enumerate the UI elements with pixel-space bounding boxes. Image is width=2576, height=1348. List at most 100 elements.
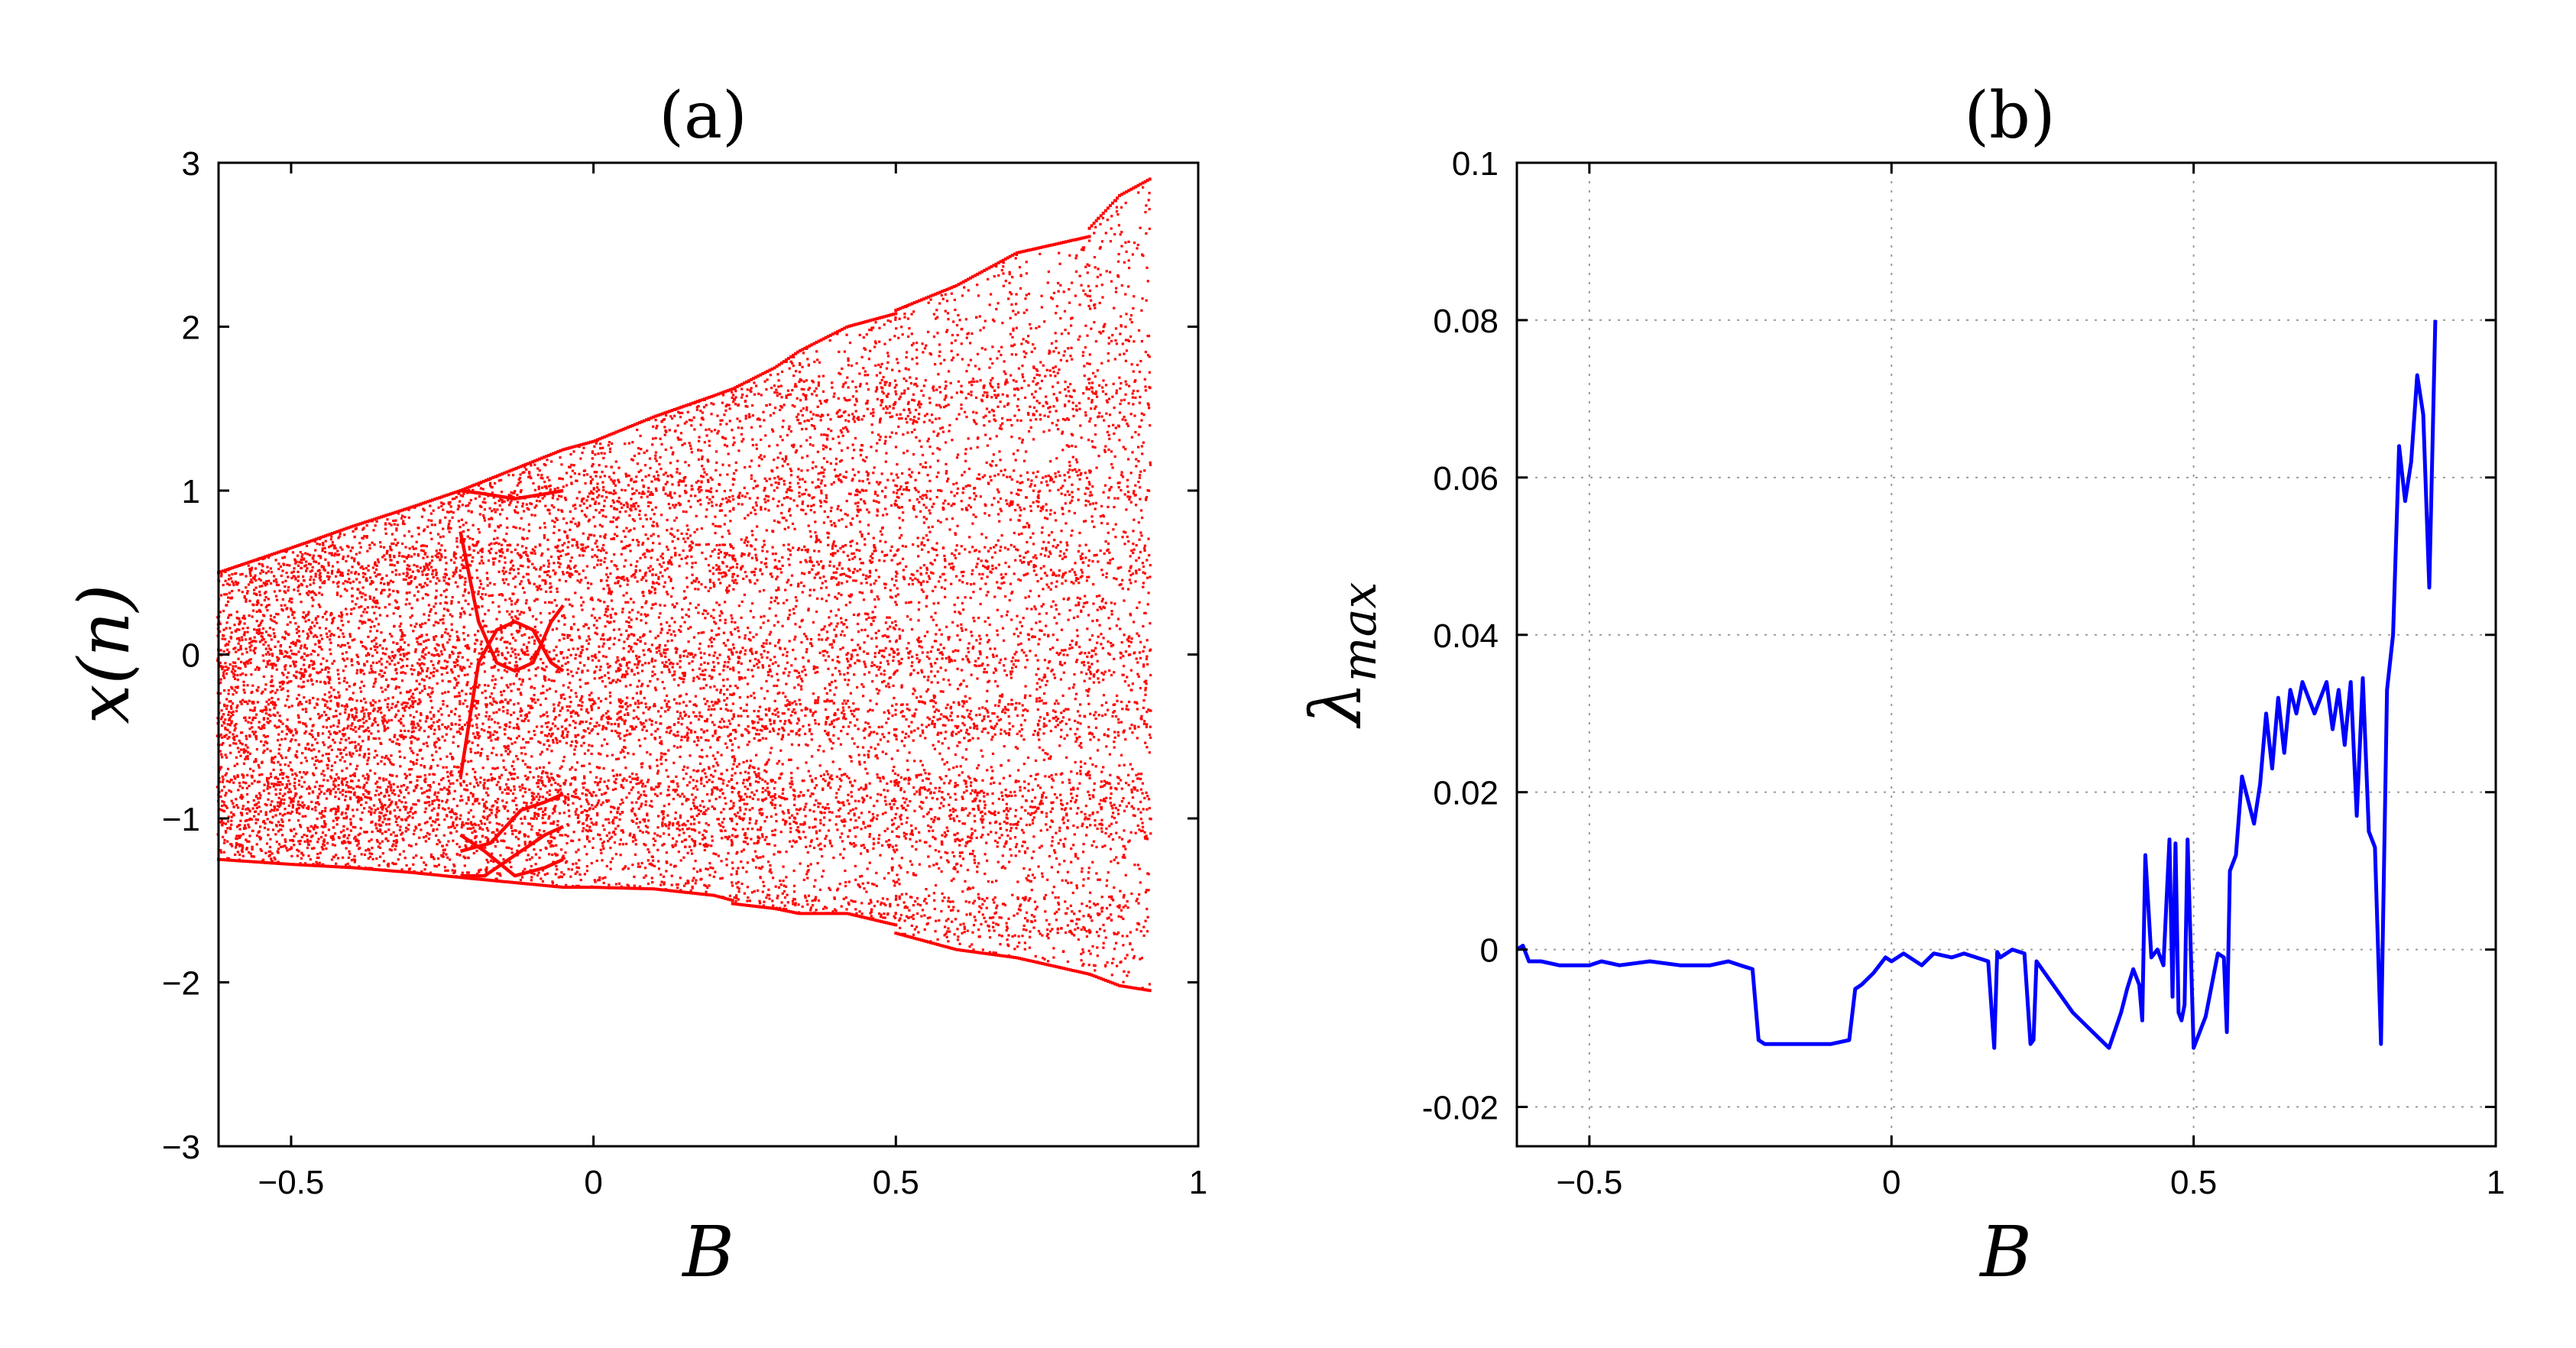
- bifurcation-point: [423, 779, 426, 782]
- bifurcation-point: [319, 663, 322, 666]
- bifurcation-point: [427, 604, 430, 607]
- bifurcation-point: [408, 698, 411, 701]
- bifurcation-point: [320, 835, 323, 839]
- bifurcation-point: [319, 633, 322, 637]
- bifurcation-point: [411, 705, 414, 708]
- bifurcation-point: [345, 703, 348, 706]
- bifurcation-point: [257, 797, 260, 800]
- bifurcation-point: [300, 785, 303, 789]
- bifurcation-point: [369, 702, 372, 705]
- bifurcation-point: [508, 661, 511, 664]
- bifurcation-point: [521, 471, 524, 475]
- bifurcation-point: [378, 786, 381, 789]
- bifurcation-point: [412, 701, 415, 704]
- bifurcation-point: [254, 760, 258, 763]
- bifurcation-point: [539, 753, 542, 756]
- bifurcation-point: [323, 698, 326, 702]
- bifurcation-point: [219, 570, 222, 574]
- bifurcation-point: [391, 844, 394, 847]
- bifurcation-point: [291, 773, 294, 776]
- bifurcation-point: [426, 872, 429, 876]
- bifurcation-point: [264, 572, 267, 575]
- bifurcation-point: [449, 501, 452, 504]
- bifurcation-point: [287, 812, 290, 815]
- bifurcation-point: [436, 828, 439, 831]
- bifurcation-point: [423, 730, 426, 733]
- bifurcation-point: [311, 790, 314, 793]
- bifurcation-point: [344, 708, 347, 711]
- bifurcation-point: [263, 783, 266, 786]
- bifurcation-point: [475, 707, 478, 710]
- bifurcation-point: [227, 689, 230, 692]
- bifurcation-point: [385, 678, 388, 682]
- bifurcation-point: [384, 532, 387, 535]
- bifurcation-point: [405, 864, 408, 867]
- bifurcation-point: [277, 780, 280, 784]
- bifurcation-point: [439, 536, 442, 539]
- bifurcation-point: [361, 645, 365, 648]
- bifurcation-point: [481, 798, 484, 801]
- bifurcation-point: [507, 498, 510, 502]
- bifurcation-point: [408, 591, 411, 595]
- bifurcation-point: [352, 607, 355, 610]
- bifurcation-point: [496, 536, 499, 540]
- bifurcation-point: [215, 734, 219, 737]
- bifurcation-point: [277, 821, 280, 824]
- bifurcation-point: [365, 577, 368, 580]
- bifurcation-point: [468, 501, 471, 504]
- bifurcation-point: [367, 776, 370, 779]
- bifurcation-point: [232, 710, 235, 713]
- bifurcation-point: [296, 863, 300, 867]
- bifurcation-point: [267, 598, 270, 601]
- bifurcation-point: [358, 551, 361, 554]
- bifurcation-point: [508, 750, 512, 753]
- bifurcation-point: [360, 796, 363, 799]
- bifurcation-point: [484, 878, 488, 882]
- bifurcation-point: [397, 815, 400, 818]
- bifurcation-point: [468, 546, 471, 549]
- bifurcation-point: [374, 721, 377, 724]
- bifurcation-point: [337, 783, 340, 787]
- bifurcation-point: [477, 686, 480, 689]
- bifurcation-point: [519, 554, 522, 557]
- bifurcation-point: [514, 660, 518, 663]
- bifurcation-point: [394, 834, 397, 838]
- bifurcation-point: [446, 799, 449, 802]
- bifurcation-point: [354, 747, 357, 750]
- bifurcation-point: [402, 648, 405, 651]
- bifurcation-point: [219, 780, 222, 783]
- bifurcation-point: [360, 818, 363, 821]
- bifurcation-point: [252, 650, 255, 653]
- bifurcation-point: [390, 754, 393, 757]
- bifurcation-point: [512, 880, 516, 884]
- bifurcation-point: [471, 795, 475, 798]
- bifurcation-point: [461, 607, 464, 610]
- bifurcation-point: [363, 520, 367, 524]
- bifurcation-point: [452, 571, 455, 574]
- bifurcation-point: [306, 613, 309, 616]
- bifurcation-point: [383, 763, 386, 766]
- bifurcation-point: [320, 816, 323, 819]
- bifurcation-point: [292, 570, 295, 573]
- bifurcation-point: [331, 543, 335, 546]
- bifurcation-point: [429, 765, 433, 768]
- bifurcation-point: [481, 834, 484, 838]
- bifurcation-point: [290, 846, 293, 849]
- bifurcation-point: [368, 717, 371, 720]
- bifurcation-point: [399, 615, 402, 618]
- bifurcation-point: [231, 844, 234, 847]
- bifurcation-point: [378, 846, 382, 849]
- bifurcation-point: [480, 505, 483, 508]
- bifurcation-point: [266, 779, 269, 783]
- bifurcation-point: [454, 491, 458, 494]
- bifurcation-point: [387, 818, 391, 821]
- bifurcation-point: [309, 591, 312, 594]
- bifurcation-point: [354, 744, 358, 747]
- bifurcation-point: [399, 825, 402, 828]
- bifurcation-point: [245, 719, 248, 722]
- bifurcation-point: [269, 617, 272, 621]
- bifurcation-point: [399, 765, 402, 768]
- bifurcation-point: [526, 650, 529, 653]
- bifurcation-point: [241, 743, 244, 746]
- bifurcation-point: [358, 581, 361, 584]
